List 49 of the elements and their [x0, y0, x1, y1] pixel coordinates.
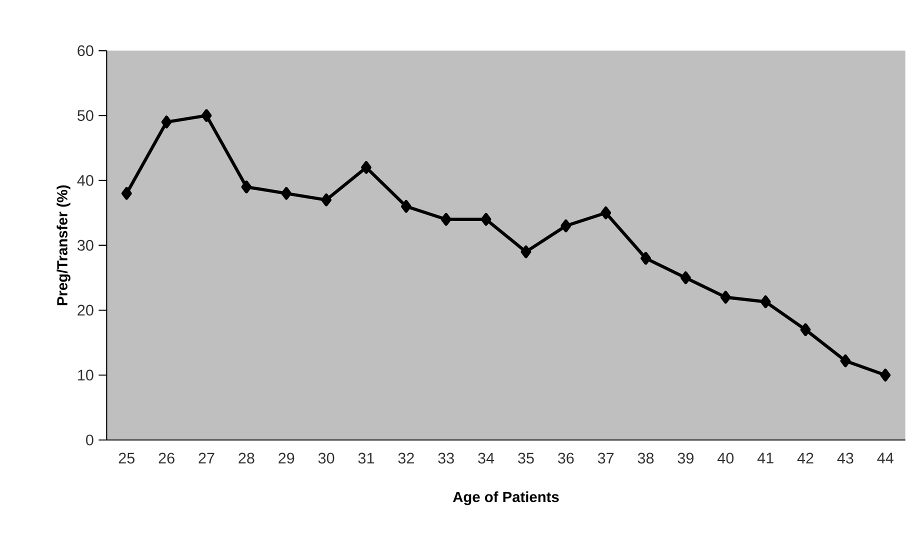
point	[121, 187, 132, 200]
x-tick-label: 34	[478, 452, 494, 464]
point	[560, 219, 572, 232]
x-tick-label: 36	[558, 452, 574, 464]
x-tick-label: 28	[238, 452, 254, 464]
y-tick-label: 0	[86, 434, 94, 446]
point	[800, 323, 811, 336]
point	[720, 290, 731, 304]
point	[321, 194, 332, 206]
y-tick-label: 20	[78, 304, 94, 316]
point	[241, 180, 252, 194]
x-tick-label: 27	[198, 452, 214, 464]
x-tick-label: 38	[638, 452, 654, 464]
point	[361, 161, 372, 174]
point	[640, 252, 651, 265]
point	[840, 354, 851, 368]
y-tick-label: 50	[78, 110, 94, 121]
x-tick-label: 25	[118, 452, 135, 464]
point	[201, 109, 212, 122]
x-tick-label: 42	[797, 452, 814, 464]
point	[440, 212, 452, 226]
x-tick-label: 30	[318, 452, 334, 464]
x-tick-label: 33	[438, 452, 454, 464]
x-tick-label: 39	[678, 452, 694, 464]
x-tick-label: 37	[598, 452, 614, 464]
x-tick-label: 32	[398, 452, 414, 464]
x-axis-title: Age of Patients	[452, 491, 559, 506]
y-axis-title: Preg/Transfer (%)	[56, 185, 70, 306]
point	[520, 245, 532, 258]
x-tick-label: 41	[757, 452, 774, 464]
y-tick-label: 10	[78, 370, 94, 381]
y-tick-label: 40	[77, 175, 94, 186]
x-tick-label: 29	[278, 452, 294, 464]
point	[480, 212, 492, 226]
x-tick-label: 31	[358, 452, 374, 464]
point	[760, 295, 771, 308]
point	[880, 368, 891, 382]
y-tick-label: 60	[78, 45, 94, 56]
x-tick-label: 44	[877, 452, 894, 464]
point	[161, 116, 172, 128]
x-tick-label: 26	[158, 452, 174, 464]
point	[281, 187, 292, 200]
x-tick-label: 35	[518, 452, 534, 464]
y-tick-label: 30	[77, 240, 94, 251]
x-tick-label: 43	[837, 452, 854, 464]
point	[400, 200, 412, 213]
x-tick-label: 40	[717, 452, 734, 464]
point	[680, 271, 691, 284]
point	[600, 206, 612, 220]
